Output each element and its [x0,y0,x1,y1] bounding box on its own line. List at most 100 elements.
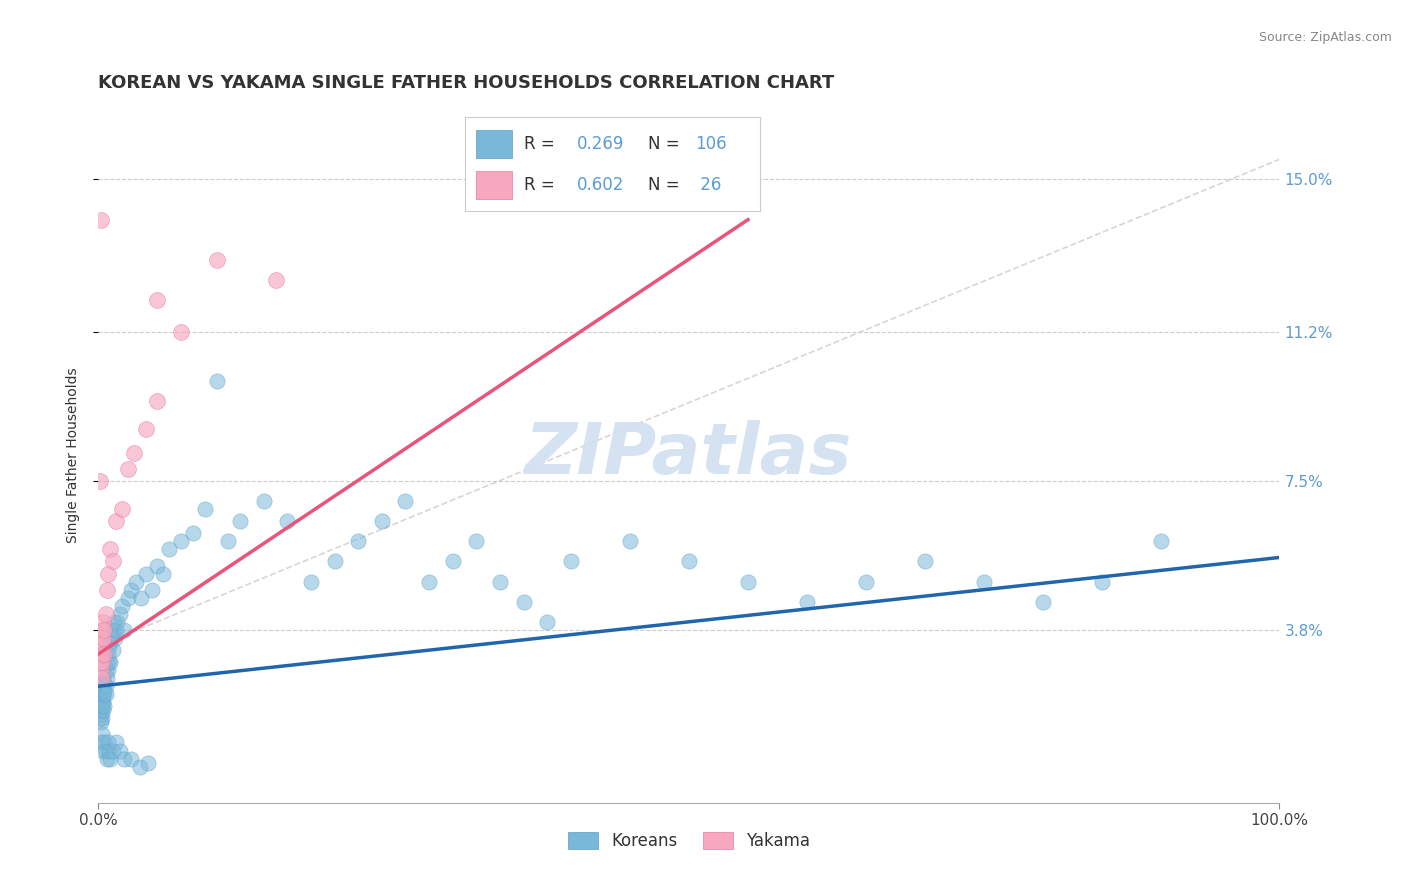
Point [170,534,193,549]
Point [91,699,114,714]
Point [323,554,346,568]
Bar [477,129,512,158]
Bar [477,171,512,199]
Point [105,623,128,637]
Point [105,615,128,629]
Point [89,699,111,714]
Text: 0.269: 0.269 [576,135,624,153]
Point [394,494,416,508]
Point [93,687,115,701]
Point [141,582,163,597]
Point [91,695,114,709]
Point [205,252,228,267]
Point [90,707,112,722]
Point [89,655,111,669]
Point [96,751,118,765]
Point [512,595,534,609]
Point [914,554,936,568]
Point [100,631,122,645]
Point [91,727,114,741]
Point [91,671,114,685]
Point [146,393,169,408]
Point [89,639,111,653]
Point [97,647,120,661]
Point [96,582,118,597]
Text: 106: 106 [695,135,727,153]
Point [205,374,228,388]
Text: N =: N = [648,176,679,194]
Point [90,695,112,709]
Point [229,514,252,528]
Point [103,615,125,629]
Point [93,735,115,749]
Point [489,574,512,589]
Point [94,679,117,693]
Point [111,502,134,516]
Point [93,623,115,637]
Point [90,687,112,701]
Point [91,691,114,706]
Text: 26: 26 [695,176,721,194]
Point [1091,574,1114,589]
Point [89,687,111,701]
Point [135,422,157,436]
Point [855,574,877,589]
Point [129,591,152,605]
Point [117,591,139,605]
Point [441,554,464,568]
Point [94,663,117,677]
Point [1150,534,1173,549]
Text: Source: ZipAtlas.com: Source: ZipAtlas.com [1258,31,1392,45]
Point [111,599,134,613]
Point [91,743,114,757]
Point [678,554,700,568]
Text: KOREAN VS YAKAMA SINGLE FATHER HOUSEHOLDS CORRELATION CHART: KOREAN VS YAKAMA SINGLE FATHER HOUSEHOLD… [98,74,835,92]
Point [104,631,127,645]
Point [89,679,111,693]
Point [217,534,239,549]
Text: N =: N = [648,135,679,153]
Point [89,695,111,709]
Point [97,663,120,677]
Point [90,212,112,227]
Point [108,743,131,757]
Point [90,735,112,749]
Point [96,671,118,685]
Point [98,751,121,765]
Point [89,703,111,717]
Point [347,534,370,549]
Point [91,711,114,725]
Point [105,514,128,528]
Point [94,607,117,621]
Point [276,514,298,528]
Point [371,514,394,528]
Point [91,631,114,645]
Point [121,582,143,597]
Point [90,683,112,698]
Point [125,574,148,589]
Point [94,743,117,757]
Point [152,566,174,581]
Point [90,623,112,637]
Text: R =: R = [523,176,560,194]
Point [146,558,169,573]
Point [128,759,150,773]
Point [101,623,124,637]
Text: 0.602: 0.602 [576,176,624,194]
Point [91,675,114,690]
Point [121,751,143,765]
Point [87,675,110,690]
Point [91,703,114,717]
Point [112,751,135,765]
Point [90,647,112,661]
Point [91,635,114,649]
Point [1032,595,1054,609]
Point [98,655,121,669]
Point [465,534,488,549]
Point [98,635,121,649]
Y-axis label: Single Father Households: Single Father Households [66,368,80,542]
Point [90,715,112,730]
Point [112,623,135,637]
Point [194,502,217,516]
Point [90,663,112,677]
